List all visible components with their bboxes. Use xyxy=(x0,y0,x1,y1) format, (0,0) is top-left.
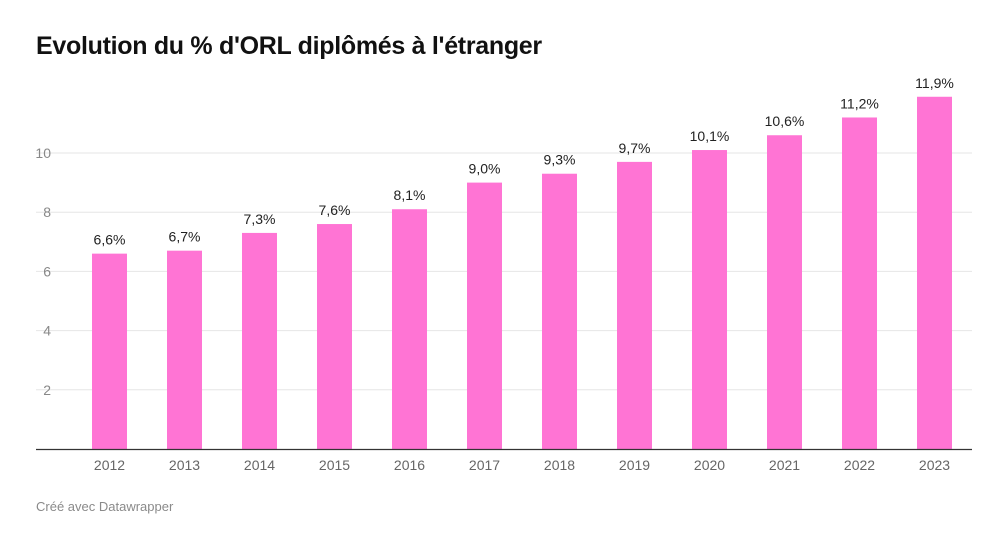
y-axis-ticks: 2 4 6 8 10 xyxy=(35,145,51,398)
credit-footer: Créé avec Datawrapper xyxy=(36,499,174,514)
x-tick-label: 2019 xyxy=(619,457,650,473)
bar xyxy=(917,96,952,449)
bar-value-label: 6,7% xyxy=(169,229,201,245)
x-tick-label: 2014 xyxy=(244,457,275,473)
y-tick-label: 4 xyxy=(43,323,51,339)
bar-value-label: 9,0% xyxy=(469,161,501,177)
x-tick-label: 2015 xyxy=(319,457,350,473)
bar-value-label: 10,1% xyxy=(690,128,730,144)
bar xyxy=(467,182,502,449)
bar-value-label: 11,9% xyxy=(915,75,954,91)
bar xyxy=(767,135,802,450)
y-tick-label: 6 xyxy=(43,263,51,279)
bar xyxy=(542,173,577,449)
bar xyxy=(167,250,202,449)
x-tick-label: 2017 xyxy=(469,457,500,473)
chart-title: Evolution du % d'ORL diplômés à l'étrang… xyxy=(36,32,542,60)
bar xyxy=(92,253,127,449)
bar-value-label: 8,1% xyxy=(394,187,426,203)
bar xyxy=(317,224,352,449)
x-tick-label: 2020 xyxy=(694,457,725,473)
bar xyxy=(392,209,427,449)
bar xyxy=(692,150,727,450)
x-tick-label: 2013 xyxy=(169,457,200,473)
x-axis-ticks: 2012 2013 2014 2015 2016 2017 2018 2019 2020 2021… xyxy=(94,457,950,473)
bar-value-label: 10,6% xyxy=(765,113,805,129)
x-tick-label: 2022 xyxy=(844,457,875,473)
bar xyxy=(842,117,877,449)
x-tick-label: 2018 xyxy=(544,457,575,473)
x-tick-label: 2016 xyxy=(394,457,425,473)
y-tick-label: 2 xyxy=(43,382,51,398)
bar xyxy=(242,232,277,449)
x-tick-label: 2023 xyxy=(919,457,950,473)
y-tick-label: 8 xyxy=(43,204,51,220)
bar-value-labels: 6,6% 6,7% 7,3% 7,6% 8,1% 9,0% 9,3% 9,7% 10,1% 10,… xyxy=(94,75,954,248)
bar-value-label: 6,6% xyxy=(94,232,126,248)
bar-value-label: 9,7% xyxy=(619,140,651,156)
bar-value-label: 7,6% xyxy=(319,202,351,218)
x-tick-label: 2012 xyxy=(94,457,125,473)
bar-value-label: 9,3% xyxy=(544,152,576,168)
x-tick-label: 2021 xyxy=(769,457,800,473)
bars xyxy=(92,96,952,450)
bar-value-label: 11,2% xyxy=(840,95,879,111)
y-tick-label: 10 xyxy=(35,145,51,161)
bar xyxy=(617,161,652,449)
bar-value-label: 7,3% xyxy=(244,211,276,227)
